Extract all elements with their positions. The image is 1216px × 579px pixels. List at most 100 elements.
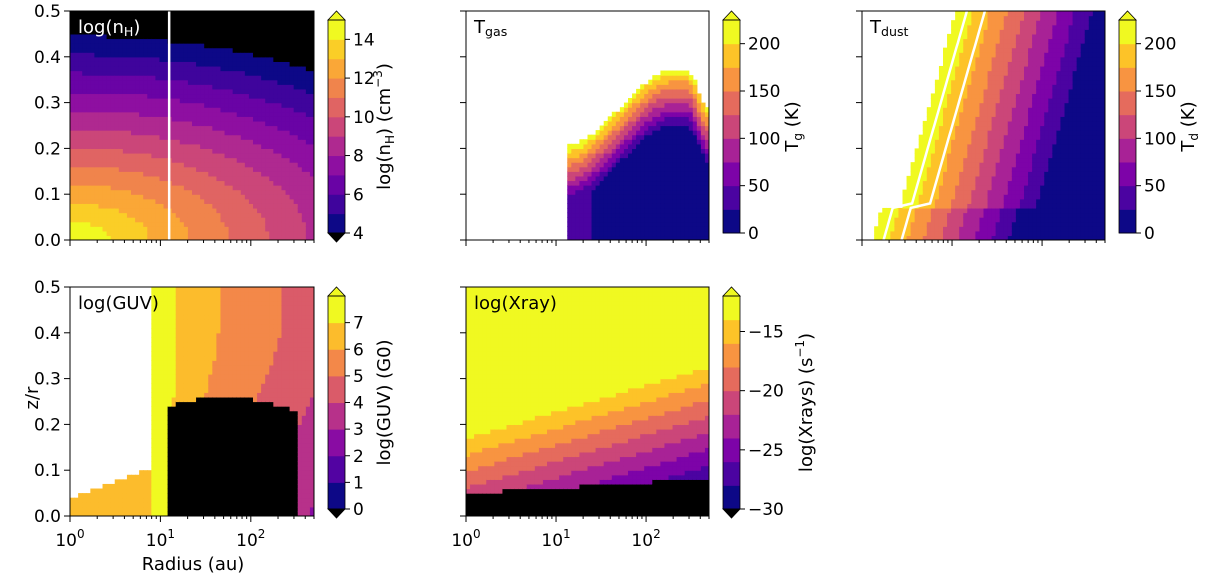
cell [297,102,303,108]
cell [983,194,989,200]
cell [676,157,682,163]
cell [90,166,95,172]
cell [955,52,960,58]
cell [963,88,968,95]
cell [98,116,104,122]
cell [94,125,100,131]
cell [656,207,661,214]
cell [131,24,136,30]
cell [285,15,291,21]
cell [98,107,104,113]
cell [269,207,274,214]
cell [947,88,952,95]
cell [628,198,633,204]
cell [118,93,124,99]
cell [293,139,299,145]
cell [147,20,152,26]
cell [159,33,165,40]
cell [636,152,641,159]
cell [114,157,120,163]
cell [914,221,920,227]
cell [930,102,936,108]
cell [82,120,87,127]
cell [163,111,169,117]
cell [151,171,156,177]
cell [212,198,217,204]
cell [951,98,956,104]
cell [700,207,706,214]
cell [248,47,254,53]
cell [106,111,112,117]
cell [289,47,295,53]
cell [301,166,307,172]
cell [253,212,258,218]
cell [70,120,75,127]
cell [147,217,152,223]
cell [257,180,262,186]
cell [930,157,936,163]
cell [975,166,981,172]
cell [959,98,964,104]
cell [692,152,698,159]
cell [171,139,177,145]
cell [163,221,169,227]
cell [94,148,100,154]
cell [204,56,209,62]
cell [147,194,152,200]
cell [232,43,238,49]
cell [281,125,287,131]
cell [660,189,666,195]
cell [183,226,189,232]
cell [102,120,108,127]
cell [212,134,217,140]
cell [126,125,132,131]
cell [236,52,242,58]
cell [269,221,274,227]
cell [143,15,148,21]
cell [183,38,189,44]
cell [305,15,311,21]
cell [898,212,904,218]
cell [94,152,100,159]
cell [147,29,152,35]
cell [704,107,709,113]
cell [244,70,250,76]
cell [143,75,148,81]
cell [975,171,981,177]
cell [696,175,702,182]
cell [98,203,104,209]
cell [216,65,222,72]
cell [983,130,989,136]
cell [938,185,944,191]
cell [78,171,83,177]
cell [187,194,193,200]
cell [228,29,234,35]
panel-title: log(nH) [78,17,140,39]
cell [967,84,972,90]
cell [106,116,112,122]
cell [224,207,230,214]
cell [171,162,177,168]
cell [208,171,213,177]
cell [122,175,128,182]
cell [126,65,132,72]
cell [619,148,625,154]
cell [309,217,314,223]
cell [122,162,128,168]
cell [70,75,75,81]
cell [208,111,213,117]
cell [640,171,645,177]
cell [110,98,116,104]
cell [175,61,181,67]
cell [175,157,181,163]
cell [886,235,891,240]
cell [135,116,140,122]
cell [257,65,262,72]
cell [281,47,287,53]
cell [652,79,657,85]
cell [700,143,706,149]
cell [652,226,657,232]
cell [676,203,682,209]
cell [261,157,266,163]
cell [171,29,177,35]
